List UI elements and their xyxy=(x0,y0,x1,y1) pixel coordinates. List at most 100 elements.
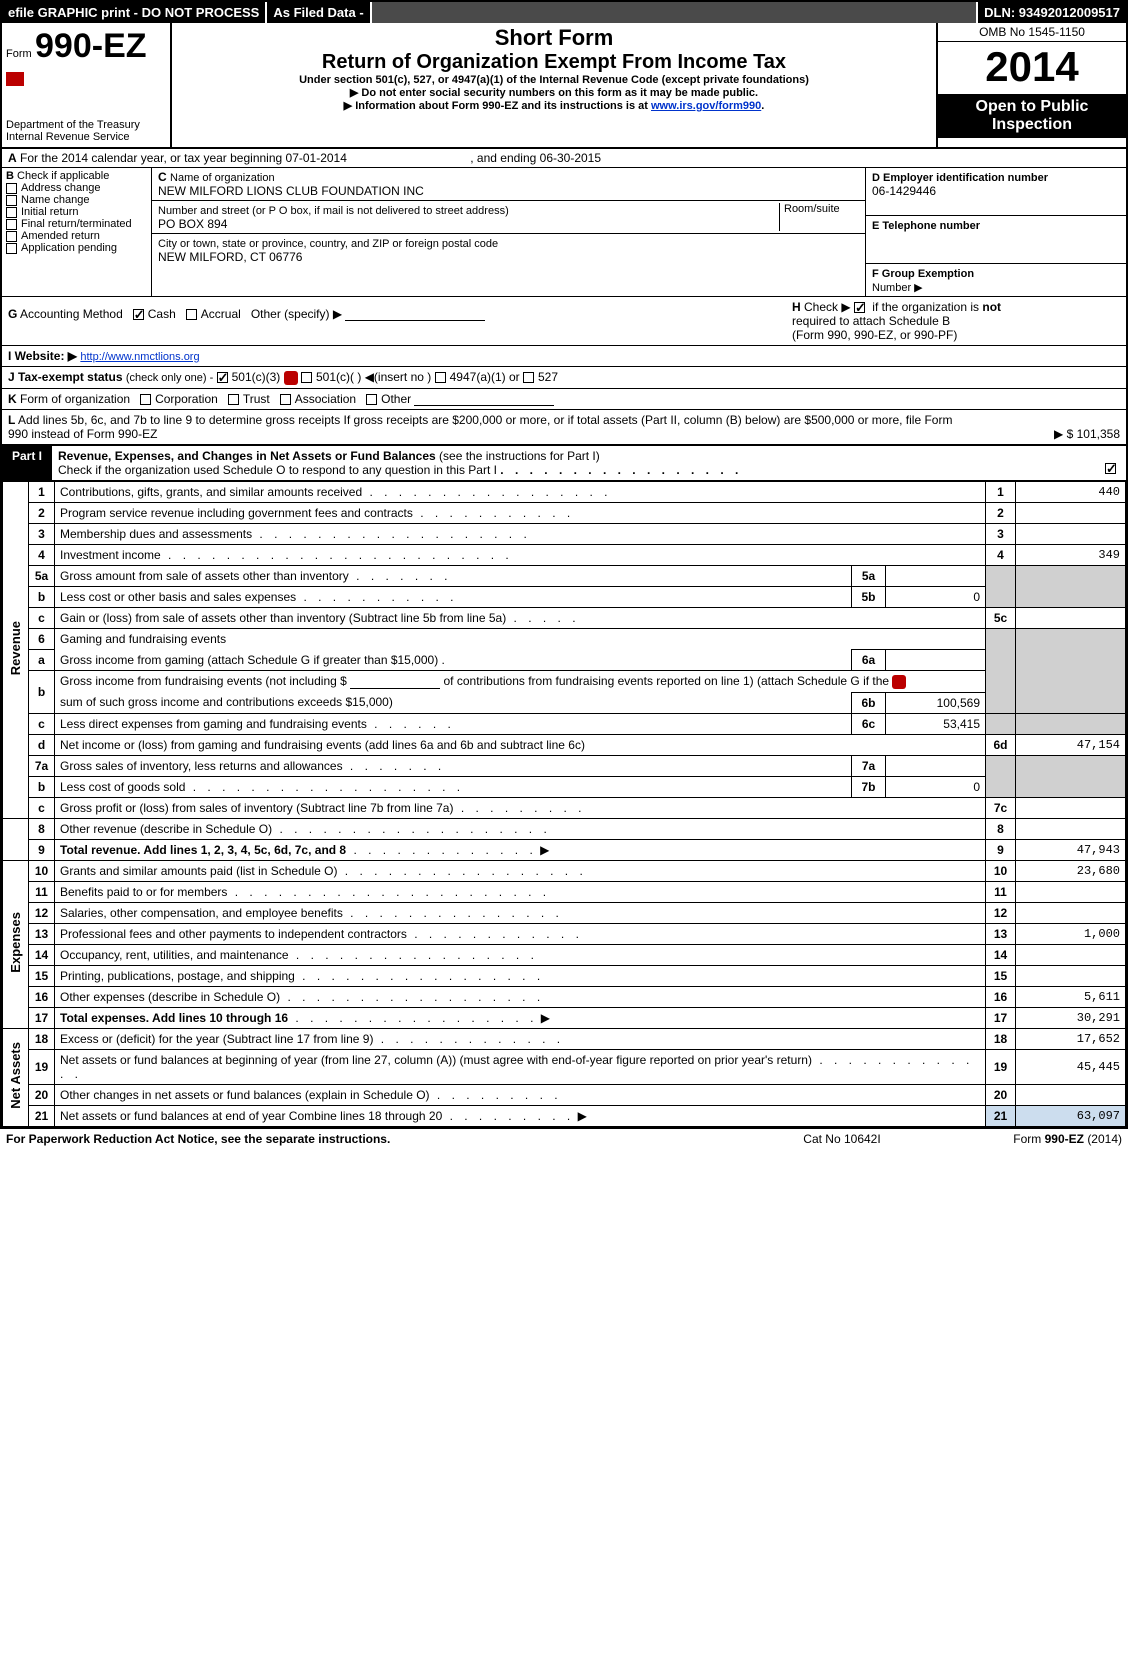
form-number: 990-EZ xyxy=(35,27,147,65)
n-6b: b xyxy=(29,670,55,713)
other-org-field[interactable] xyxy=(414,392,554,406)
cb-application-pending[interactable] xyxy=(6,243,17,254)
opt-other: Other (specify) ▶ xyxy=(251,307,342,321)
cb-corporation[interactable] xyxy=(140,394,151,405)
subhead-3-arrow: ▶ xyxy=(344,100,356,112)
v-20 xyxy=(1016,1084,1126,1105)
opt-address-change: Address change xyxy=(21,182,101,194)
cb-4947[interactable] xyxy=(435,372,446,383)
insert-no: ◀(insert no ) xyxy=(365,370,432,384)
label-c: C xyxy=(158,170,167,184)
header-left: Form 990-EZ Department of the Treasury I… xyxy=(2,23,172,147)
cb-association[interactable] xyxy=(280,394,291,405)
iv-5b: 0 xyxy=(886,586,986,607)
box-8: 8 xyxy=(986,818,1016,839)
cb-name-change[interactable] xyxy=(6,195,17,206)
schedule-icon xyxy=(284,371,298,385)
accounting-method-label: Accounting Method xyxy=(20,307,123,321)
part-1-title: Revenue, Expenses, and Changes in Net As… xyxy=(58,449,436,463)
section-a-text: For the 2014 calendar year, or tax year … xyxy=(20,151,347,165)
section-a-ending: , and ending 06-30-2015 xyxy=(470,151,601,165)
box-20: 20 xyxy=(986,1084,1016,1105)
cb-trust[interactable] xyxy=(228,394,239,405)
city-label: City or town, state or province, country… xyxy=(158,238,498,250)
t-6b-1: Gross income from fundraising events (no… xyxy=(60,674,347,688)
name-label: Name of organization xyxy=(170,172,275,184)
iv-6a xyxy=(886,649,986,670)
h-text4: (Form 990, 990-EZ, or 990-PF) xyxy=(792,328,957,342)
grey-6c xyxy=(986,713,1016,734)
t-7a: Gross sales of inventory, less returns a… xyxy=(60,759,343,773)
open-public: Open to Public Inspection xyxy=(938,94,1126,138)
cb-amended-return[interactable] xyxy=(6,231,17,242)
website-link[interactable]: http://www.nmctlions.org xyxy=(80,351,199,363)
h-not: not xyxy=(982,300,1001,314)
cb-other-org[interactable] xyxy=(366,394,377,405)
cb-501c3[interactable] xyxy=(217,372,228,383)
cb-final-return[interactable] xyxy=(6,219,17,230)
box-12: 12 xyxy=(986,902,1016,923)
n-11: 11 xyxy=(29,881,55,902)
tax-year: 2014 xyxy=(938,42,1126,94)
box-4: 4 xyxy=(986,544,1016,565)
v-19: 45,445 xyxy=(1016,1049,1126,1084)
iv-6b: 100,569 xyxy=(886,692,986,713)
iv-5a xyxy=(886,565,986,586)
n-1: 1 xyxy=(29,481,55,502)
cb-address-change[interactable] xyxy=(6,183,17,194)
org-city: NEW MILFORD, CT 06776 xyxy=(158,250,302,264)
opt-association: Association xyxy=(295,392,356,406)
short-form-label: Short Form xyxy=(178,25,930,51)
n-8: 8 xyxy=(29,818,55,839)
t-4: Investment income xyxy=(60,548,161,562)
opt-501c3: 501(c)(3) xyxy=(232,370,281,384)
section-i: I Website: ▶ http://www.nmctlions.org xyxy=(2,346,1126,367)
n-6: 6 xyxy=(29,628,55,649)
t-7c: Gross profit or (loss) from sales of inv… xyxy=(60,801,453,815)
cb-527[interactable] xyxy=(523,372,534,383)
dept-irs: Internal Revenue Service xyxy=(6,131,166,143)
t-6d: Net income or (loss) from gaming and fun… xyxy=(60,738,585,752)
v-18: 17,652 xyxy=(1016,1028,1126,1049)
v-15 xyxy=(1016,965,1126,986)
j-note: (check only one) - xyxy=(126,372,213,384)
n-12: 12 xyxy=(29,902,55,923)
v-21: 63,097 xyxy=(1016,1105,1126,1126)
t-2: Program service revenue including govern… xyxy=(60,506,413,520)
l-value: ▶ $ 101,358 xyxy=(970,427,1120,441)
addr-label: Number and street (or P O box, if mail i… xyxy=(158,205,509,217)
opt-accrual: Accrual xyxy=(201,307,241,321)
label-g: G xyxy=(8,307,17,321)
t-8: Other revenue (describe in Schedule O) xyxy=(60,822,272,836)
form-prefix: Form xyxy=(6,48,32,60)
box-16: 16 xyxy=(986,986,1016,1007)
box-15: 15 xyxy=(986,965,1016,986)
opt-name-change: Name change xyxy=(21,194,90,206)
irs-link[interactable]: www.irs.gov/form990 xyxy=(651,100,761,112)
t-11: Benefits paid to or for members xyxy=(60,885,227,899)
n-4: 4 xyxy=(29,544,55,565)
t-5b: Less cost or other basis and sales expen… xyxy=(60,590,296,604)
section-l: L Add lines 5b, 6c, and 7b to line 9 to … xyxy=(2,410,1126,446)
grey-6 xyxy=(986,628,1016,713)
6b-amount-field[interactable] xyxy=(350,675,440,689)
block-bcdef: B Check if applicable Address change Nam… xyxy=(2,168,1126,297)
cb-501c[interactable] xyxy=(301,372,312,383)
label-l: L xyxy=(8,413,15,427)
part-1-label: Part I xyxy=(2,446,52,480)
subhead-2: Do not enter social security numbers on … xyxy=(178,86,930,99)
cb-schedule-o-part1[interactable] xyxy=(1105,463,1116,474)
cb-initial-return[interactable] xyxy=(6,207,17,218)
v-13: 1,000 xyxy=(1016,923,1126,944)
other-specify-field[interactable] xyxy=(345,307,485,321)
iv-7b: 0 xyxy=(886,776,986,797)
cb-accrual[interactable] xyxy=(186,309,197,320)
opt-application-pending: Application pending xyxy=(21,242,117,254)
box-9: 9 xyxy=(986,839,1016,860)
t-17: Total expenses. Add lines 10 through 16 xyxy=(60,1011,288,1025)
v-14 xyxy=(1016,944,1126,965)
h-text3: required to attach Schedule B xyxy=(792,314,950,328)
cb-schedule-b[interactable] xyxy=(854,302,865,313)
cb-cash[interactable] xyxy=(133,309,144,320)
footer-right-c: (2014) xyxy=(1087,1132,1122,1146)
